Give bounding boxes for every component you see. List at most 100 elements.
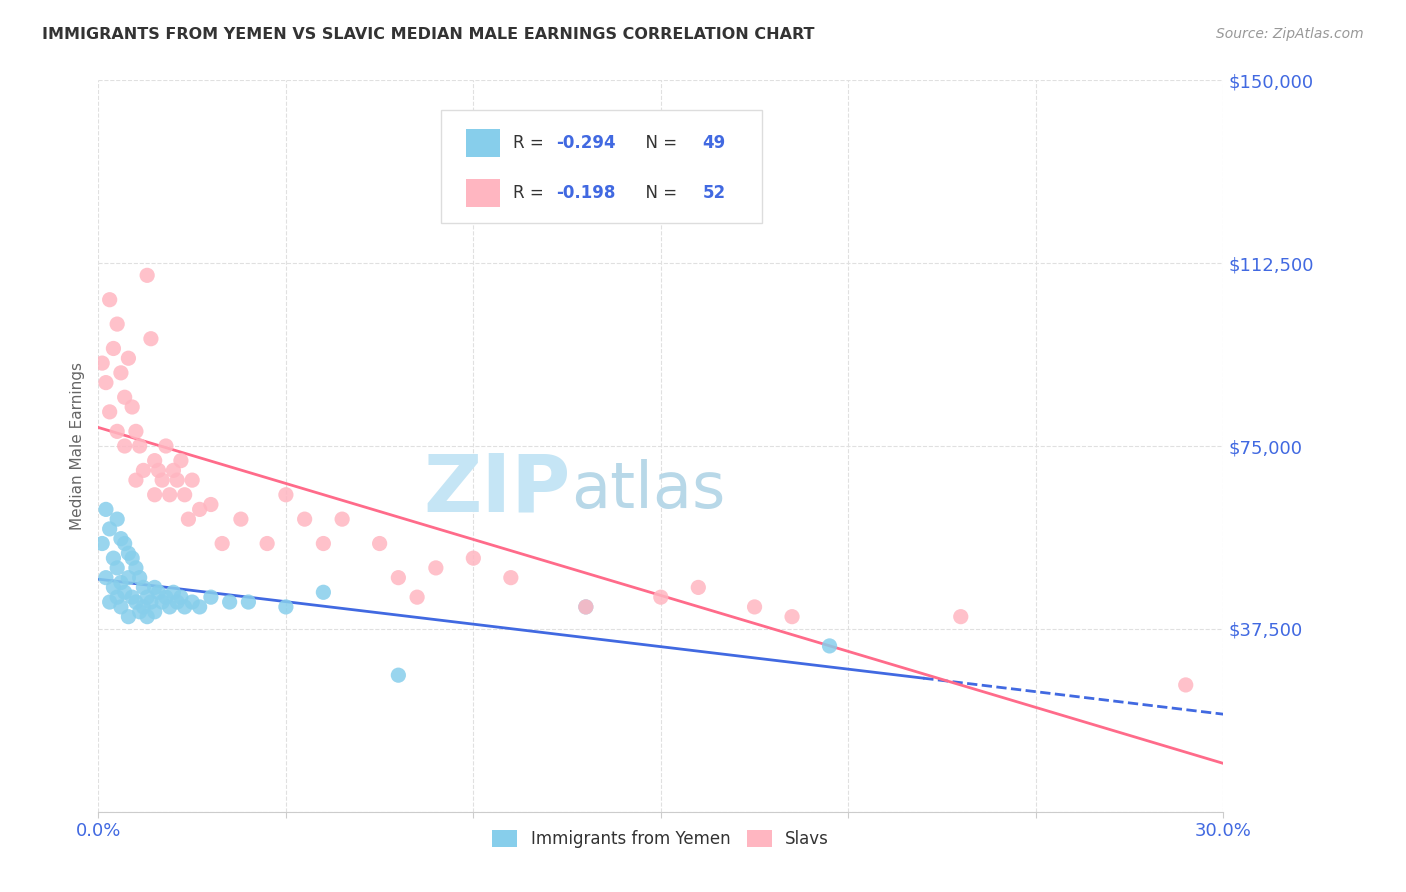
Point <box>162 585 184 599</box>
Point <box>148 463 170 477</box>
Point <box>125 561 148 575</box>
FancyBboxPatch shape <box>467 129 501 157</box>
Point <box>105 590 128 604</box>
Point <box>744 599 766 614</box>
Point <box>173 599 195 614</box>
Point <box>330 512 353 526</box>
Point <box>114 536 136 550</box>
Point <box>688 581 710 595</box>
Point <box>211 536 233 550</box>
Text: ZIP: ZIP <box>423 450 571 529</box>
Point <box>238 595 260 609</box>
Point <box>136 590 159 604</box>
Point <box>128 571 150 585</box>
Point <box>256 536 278 550</box>
Point <box>499 571 522 585</box>
Point <box>94 502 117 516</box>
Point <box>91 536 114 550</box>
Point <box>136 268 159 283</box>
Point <box>139 332 162 346</box>
Point <box>98 293 121 307</box>
Point <box>166 595 188 609</box>
Point <box>103 342 125 356</box>
Point <box>155 590 177 604</box>
Point <box>132 581 155 595</box>
Point <box>110 366 132 380</box>
Text: N =: N = <box>636 184 682 202</box>
Point <box>150 473 173 487</box>
Point <box>128 605 150 619</box>
Point <box>103 551 125 566</box>
Point <box>117 351 139 366</box>
Point <box>159 599 181 614</box>
Point <box>818 639 841 653</box>
Point <box>312 585 335 599</box>
Point <box>294 512 316 526</box>
Point <box>125 425 148 439</box>
Point <box>181 473 204 487</box>
Y-axis label: Median Male Earnings: Median Male Earnings <box>69 362 84 530</box>
Point <box>387 668 409 682</box>
Point <box>143 605 166 619</box>
Point <box>463 551 485 566</box>
Point <box>110 575 132 590</box>
Point <box>159 488 181 502</box>
Point <box>121 400 143 414</box>
Point <box>575 599 598 614</box>
Point <box>105 561 128 575</box>
Point <box>114 439 136 453</box>
Point <box>181 595 204 609</box>
Point <box>218 595 240 609</box>
Point <box>94 376 117 390</box>
Point <box>148 585 170 599</box>
Point <box>425 561 447 575</box>
Point <box>98 522 121 536</box>
Point <box>143 453 166 467</box>
Point <box>166 473 188 487</box>
Point <box>170 453 193 467</box>
Point <box>650 590 672 604</box>
Text: atlas: atlas <box>571 458 725 521</box>
Point <box>117 571 139 585</box>
Point <box>125 473 148 487</box>
Point <box>188 599 211 614</box>
Text: 49: 49 <box>703 134 725 153</box>
Point <box>406 590 429 604</box>
Legend: Immigrants from Yemen, Slavs: Immigrants from Yemen, Slavs <box>485 823 837 855</box>
Text: -0.294: -0.294 <box>557 134 616 153</box>
Point <box>177 512 200 526</box>
Point <box>162 463 184 477</box>
Point <box>128 439 150 453</box>
Text: R =: R = <box>513 134 550 153</box>
Text: IMMIGRANTS FROM YEMEN VS SLAVIC MEDIAN MALE EARNINGS CORRELATION CHART: IMMIGRANTS FROM YEMEN VS SLAVIC MEDIAN M… <box>42 27 814 42</box>
Point <box>114 585 136 599</box>
Point <box>150 595 173 609</box>
Point <box>173 488 195 502</box>
Point <box>136 609 159 624</box>
Point <box>274 599 297 614</box>
Text: Source: ZipAtlas.com: Source: ZipAtlas.com <box>1216 27 1364 41</box>
Point <box>125 595 148 609</box>
Point <box>98 405 121 419</box>
Text: N =: N = <box>636 134 682 153</box>
Text: 52: 52 <box>703 184 725 202</box>
Point <box>121 590 143 604</box>
Point <box>274 488 297 502</box>
Point <box>110 599 132 614</box>
Point <box>229 512 252 526</box>
Point <box>155 439 177 453</box>
Point <box>780 609 803 624</box>
Point <box>170 590 193 604</box>
Point <box>121 551 143 566</box>
Point <box>949 609 972 624</box>
Point <box>200 590 222 604</box>
Point <box>139 595 162 609</box>
FancyBboxPatch shape <box>441 110 762 223</box>
Point <box>188 502 211 516</box>
Point <box>575 599 598 614</box>
Point <box>94 571 117 585</box>
Point <box>143 488 166 502</box>
Text: R =: R = <box>513 184 550 202</box>
Point <box>103 581 125 595</box>
Point <box>105 425 128 439</box>
